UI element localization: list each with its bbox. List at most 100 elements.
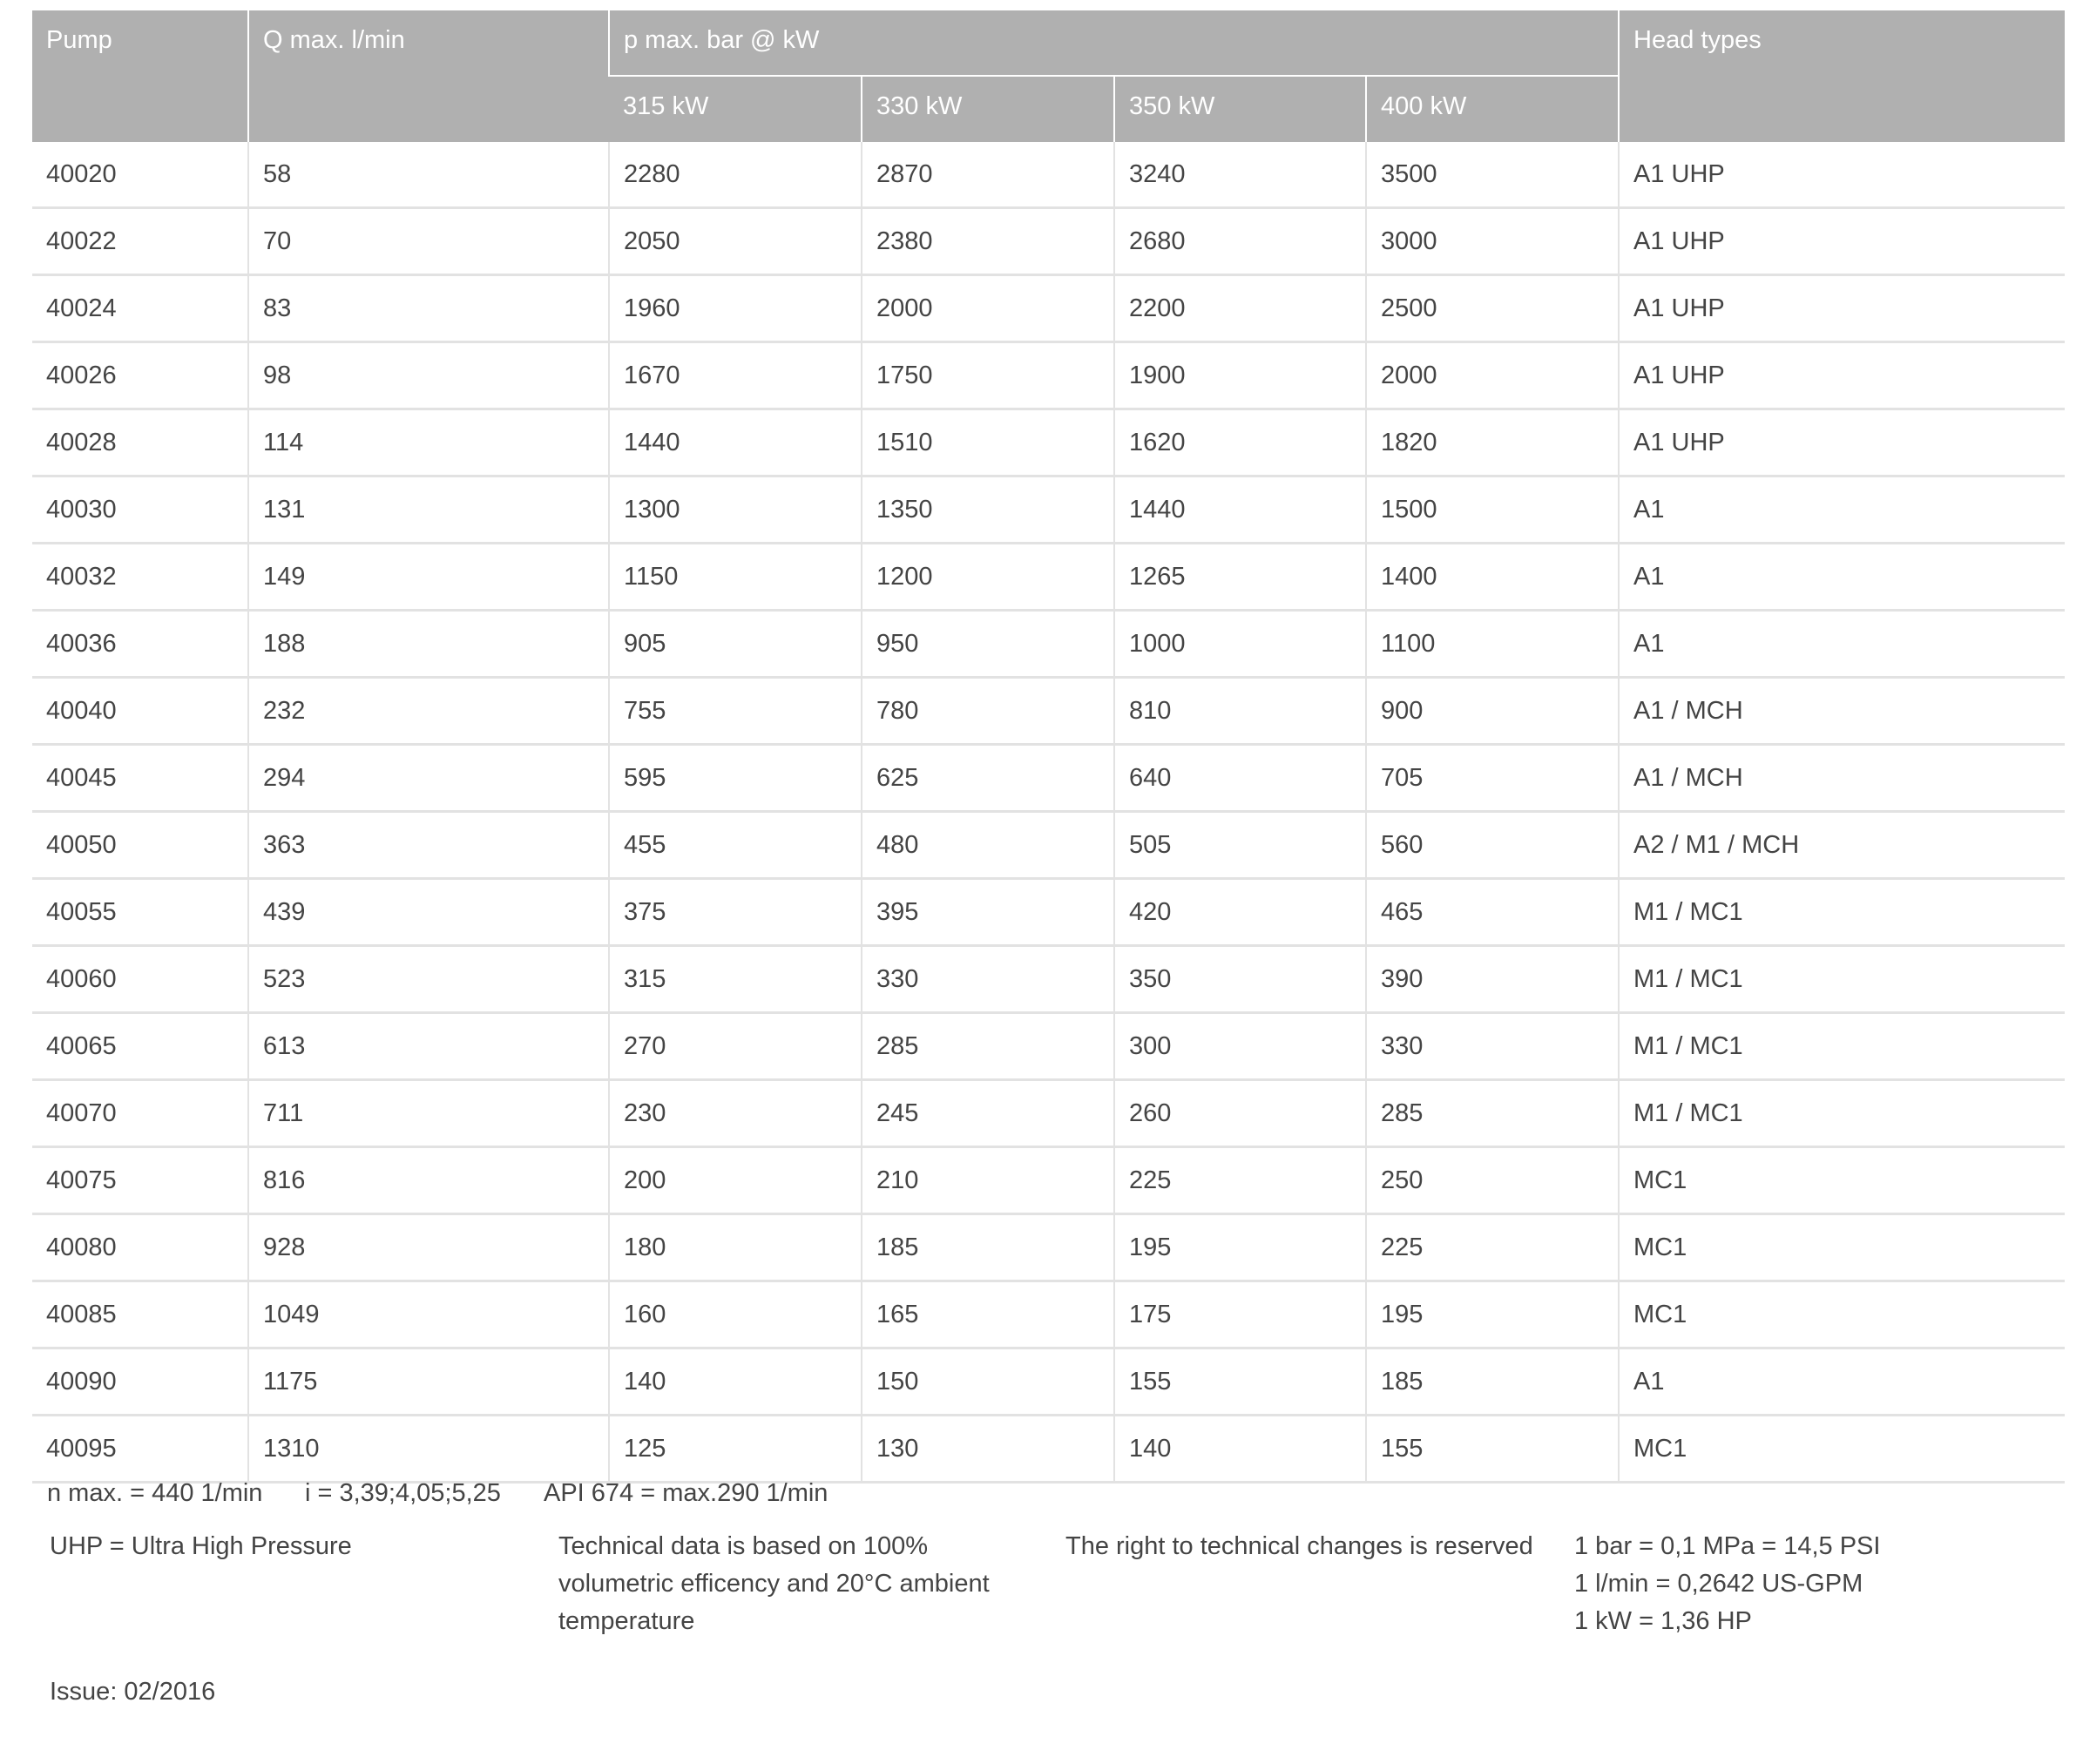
cell-p-330kw: 480 <box>861 811 1114 880</box>
cell-q-max: 294 <box>247 744 609 813</box>
table-row: 40032 149 1150 1200 1265 1400 A1 <box>32 543 2065 612</box>
cell-q-max: 83 <box>247 274 609 343</box>
cell-p-330kw: 395 <box>861 878 1114 947</box>
cell-p-330kw: 1750 <box>861 341 1114 410</box>
cell-head-types: MC1 <box>1618 1415 2065 1484</box>
cell-head-types: M1 / MC1 <box>1618 878 2065 947</box>
footer-uhp-note: UHP = Ultra High Pressure <box>50 1532 352 1560</box>
table-row: 40070 711 230 245 260 285 M1 / MC1 <box>32 1079 2065 1148</box>
cell-p-315kw: 1300 <box>608 476 862 544</box>
cell-p-315kw: 375 <box>608 878 862 947</box>
cell-head-types: A1 UHP <box>1618 341 2065 410</box>
cell-p-315kw: 455 <box>608 811 862 880</box>
cell-p-315kw: 125 <box>608 1415 862 1484</box>
cell-p-315kw: 595 <box>608 744 862 813</box>
cell-p-400kw: 1400 <box>1365 543 1619 612</box>
cell-p-330kw: 285 <box>861 1012 1114 1081</box>
cell-p-350kw: 1440 <box>1113 476 1366 544</box>
table-body: 40020 58 2280 2870 3240 3500 A1 UHP 40022 70 2050… <box>32 142 2065 1484</box>
cell-p-315kw: 905 <box>608 610 862 679</box>
cell-head-types: A1 <box>1618 476 2065 544</box>
cell-q-max: 439 <box>247 878 609 947</box>
cell-p-330kw: 1510 <box>861 409 1114 477</box>
cell-pump: 40095 <box>32 1415 248 1484</box>
cell-p-400kw: 1500 <box>1365 476 1619 544</box>
footer-ratio: i = 3,39;4,05;5,25 <box>305 1479 501 1507</box>
cell-p-400kw: 3500 <box>1365 142 1619 209</box>
cell-pump: 40028 <box>32 409 248 477</box>
footer-rights: The right to technical changes is reserv… <box>1065 1532 1533 1560</box>
cell-p-400kw: 2000 <box>1365 341 1619 410</box>
tech-data-line: Technical data is based on 100% <box>558 1532 929 1560</box>
cell-pump: 40032 <box>32 543 248 612</box>
cell-p-400kw: 250 <box>1365 1146 1619 1215</box>
cell-pump: 40040 <box>32 677 248 746</box>
cell-p-330kw: 130 <box>861 1415 1114 1484</box>
cell-p-315kw: 2050 <box>608 207 862 276</box>
cell-head-types: A1 <box>1618 610 2065 679</box>
footer-n-max: n max. = 440 1/min <box>47 1479 263 1507</box>
cell-q-max: 1049 <box>247 1281 609 1349</box>
cell-head-types: MC1 <box>1618 1281 2065 1349</box>
cell-pump: 40065 <box>32 1012 248 1081</box>
cell-p-350kw: 260 <box>1113 1079 1366 1148</box>
cell-p-400kw: 1820 <box>1365 409 1619 477</box>
header-q-max: Q max. l/min <box>247 10 609 142</box>
table-row: 40050 363 455 480 505 560 A2 / M1 / MCH <box>32 811 2065 880</box>
table-row: 40020 58 2280 2870 3240 3500 A1 UHP <box>32 142 2065 209</box>
table-row: 40022 70 2050 2380 2680 3000 A1 UHP <box>32 207 2065 276</box>
cell-p-350kw: 1000 <box>1113 610 1366 679</box>
table-row: 40075 816 200 210 225 250 MC1 <box>32 1146 2065 1215</box>
cell-p-350kw: 300 <box>1113 1012 1366 1081</box>
cell-p-315kw: 1670 <box>608 341 862 410</box>
cell-p-400kw: 900 <box>1365 677 1619 746</box>
cell-p-400kw: 155 <box>1365 1415 1619 1484</box>
table-row: 40028 114 1440 1510 1620 1820 A1 UHP <box>32 409 2065 477</box>
cell-pump: 40070 <box>32 1079 248 1148</box>
cell-p-400kw: 2500 <box>1365 274 1619 343</box>
cell-pump: 40026 <box>32 341 248 410</box>
table-row: 40090 1175 140 150 155 185 A1 <box>32 1348 2065 1416</box>
tech-data-line: temperature <box>558 1607 695 1635</box>
cell-p-330kw: 150 <box>861 1348 1114 1416</box>
cell-q-max: 816 <box>247 1146 609 1215</box>
header-head-types: Head types <box>1618 10 2065 142</box>
table-row: 40026 98 1670 1750 1900 2000 A1 UHP <box>32 341 2065 410</box>
cell-p-330kw: 245 <box>861 1079 1114 1148</box>
cell-p-315kw: 180 <box>608 1213 862 1282</box>
cell-head-types: MC1 <box>1618 1146 2065 1215</box>
cell-pump: 40090 <box>32 1348 248 1416</box>
cell-p-330kw: 330 <box>861 945 1114 1014</box>
cell-pump: 40080 <box>32 1213 248 1282</box>
header-315kw: 315 kW <box>609 76 862 142</box>
cell-head-types: A1 UHP <box>1618 142 2065 209</box>
cell-q-max: 188 <box>247 610 609 679</box>
cell-p-350kw: 195 <box>1113 1213 1366 1282</box>
conversion-line: 1 kW = 1,36 HP <box>1574 1607 1752 1635</box>
table-row: 40060 523 315 330 350 390 M1 / MC1 <box>32 945 2065 1014</box>
cell-p-330kw: 210 <box>861 1146 1114 1215</box>
cell-p-315kw: 1440 <box>608 409 862 477</box>
cell-q-max: 98 <box>247 341 609 410</box>
cell-p-350kw: 420 <box>1113 878 1366 947</box>
cell-p-350kw: 2680 <box>1113 207 1366 276</box>
cell-p-315kw: 160 <box>608 1281 862 1349</box>
cell-head-types: A1 UHP <box>1618 409 2065 477</box>
table-row: 40095 1310 125 130 140 155 MC1 <box>32 1415 2065 1484</box>
footer-issue: Issue: 02/2016 <box>50 1678 216 1706</box>
cell-p-350kw: 140 <box>1113 1415 1366 1484</box>
cell-p-350kw: 1620 <box>1113 409 1366 477</box>
cell-pump: 40075 <box>32 1146 248 1215</box>
cell-q-max: 149 <box>247 543 609 612</box>
header-350kw: 350 kW <box>1113 76 1366 142</box>
cell-p-400kw: 330 <box>1365 1012 1619 1081</box>
cell-head-types: A1 / MCH <box>1618 744 2065 813</box>
cell-p-350kw: 175 <box>1113 1281 1366 1349</box>
cell-head-types: MC1 <box>1618 1213 2065 1282</box>
cell-p-400kw: 195 <box>1365 1281 1619 1349</box>
cell-p-315kw: 755 <box>608 677 862 746</box>
cell-q-max: 114 <box>247 409 609 477</box>
cell-pump: 40030 <box>32 476 248 544</box>
cell-q-max: 613 <box>247 1012 609 1081</box>
cell-q-max: 363 <box>247 811 609 880</box>
